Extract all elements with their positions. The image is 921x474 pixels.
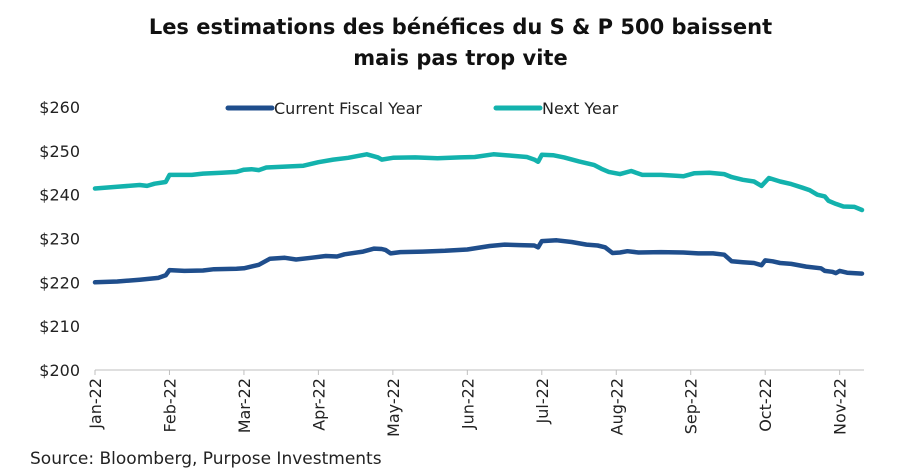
x-tick-label-oct-22: Oct-22 bbox=[756, 378, 775, 432]
x-tick-label-apr-22: Apr-22 bbox=[309, 378, 328, 431]
x-tick-label-aug-22: Aug-22 bbox=[607, 378, 626, 435]
y-tick-label: $200 bbox=[39, 361, 80, 380]
source-note: Source: Bloomberg, Purpose Investments bbox=[30, 449, 382, 469]
y-tick-label: $260 bbox=[39, 98, 80, 117]
x-tick-label-sep-22: Sep-22 bbox=[682, 378, 701, 434]
y-tick-label: $230 bbox=[39, 230, 80, 249]
x-axis: Jan-22 Feb-22 Mar-22 Apr-22 May-22 Jun-22 Jul-… bbox=[86, 369, 864, 437]
chart-title-line-1: Les estimations des bénéfices du S & P 5… bbox=[148, 15, 773, 39]
y-tick-label: $210 bbox=[39, 317, 80, 336]
series-line-current-fiscal-year bbox=[92, 238, 865, 285]
series-line-next-year bbox=[92, 152, 865, 213]
series-group bbox=[92, 152, 865, 285]
x-tick-label-feb-22: Feb-22 bbox=[160, 378, 179, 432]
legend-label-next-year: Next Year bbox=[542, 99, 619, 118]
y-axis: $200 $210 $220 $230 $240 $250 $260 bbox=[39, 98, 80, 380]
legend-label-current-fiscal-year: Current Fiscal Year bbox=[274, 99, 422, 118]
y-tick-label: $220 bbox=[39, 273, 80, 292]
x-tick-label-jul-22: Jul-22 bbox=[533, 378, 552, 424]
y-tick-label: $240 bbox=[39, 186, 80, 205]
y-tick-label: $250 bbox=[39, 142, 80, 161]
chart-title: Les estimations des bénéfices du S & P 5… bbox=[0, 12, 921, 74]
x-tick-label-may-22: May-22 bbox=[384, 378, 403, 437]
chart-legend: Current Fiscal Year Next Year bbox=[225, 99, 619, 118]
x-tick-label-jan-22: Jan-22 bbox=[86, 378, 105, 430]
x-tick-label-mar-22: Mar-22 bbox=[235, 378, 254, 433]
x-tick-label-jun-22: Jun-22 bbox=[458, 378, 477, 430]
x-tick-label-nov-22: Nov-22 bbox=[831, 378, 850, 435]
chart-title-line-2: mais pas trop vite bbox=[353, 46, 568, 70]
